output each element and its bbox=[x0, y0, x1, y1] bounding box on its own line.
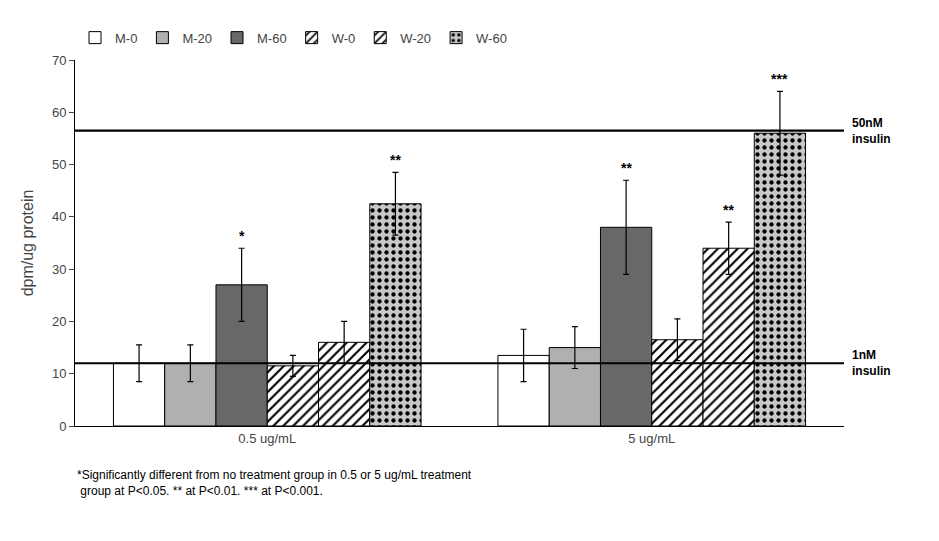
svg-text:W-20: W-20 bbox=[400, 31, 431, 46]
svg-text:*: * bbox=[239, 228, 245, 244]
svg-text:dpm/ug protein: dpm/ug protein bbox=[19, 190, 36, 297]
svg-text:40: 40 bbox=[52, 209, 66, 224]
svg-text:30: 30 bbox=[52, 262, 66, 277]
svg-text:**: ** bbox=[621, 160, 632, 176]
svg-text:70: 70 bbox=[52, 53, 66, 68]
svg-text:50nMinsulin: 50nMinsulin bbox=[852, 116, 891, 146]
svg-text:5 ug/mL: 5 ug/mL bbox=[628, 431, 675, 446]
svg-text:*Significantly different from: *Significantly different from no treatme… bbox=[77, 468, 472, 498]
svg-text:50: 50 bbox=[52, 157, 66, 172]
svg-text:***: *** bbox=[771, 71, 788, 87]
svg-text:M-0: M-0 bbox=[115, 31, 137, 46]
svg-text:0: 0 bbox=[59, 419, 66, 434]
svg-text:W-60: W-60 bbox=[476, 31, 507, 46]
svg-text:20: 20 bbox=[52, 314, 66, 329]
svg-text:10: 10 bbox=[52, 366, 66, 381]
svg-text:M-60: M-60 bbox=[257, 31, 287, 46]
svg-text:**: ** bbox=[723, 202, 734, 218]
svg-text:M-20: M-20 bbox=[182, 31, 212, 46]
svg-text:**: ** bbox=[390, 152, 401, 168]
svg-text:0.5 ug/mL: 0.5 ug/mL bbox=[238, 431, 296, 446]
svg-text:1nMinsulin: 1nMinsulin bbox=[852, 348, 891, 378]
svg-text:60: 60 bbox=[52, 105, 66, 120]
svg-text:W-0: W-0 bbox=[332, 31, 356, 46]
